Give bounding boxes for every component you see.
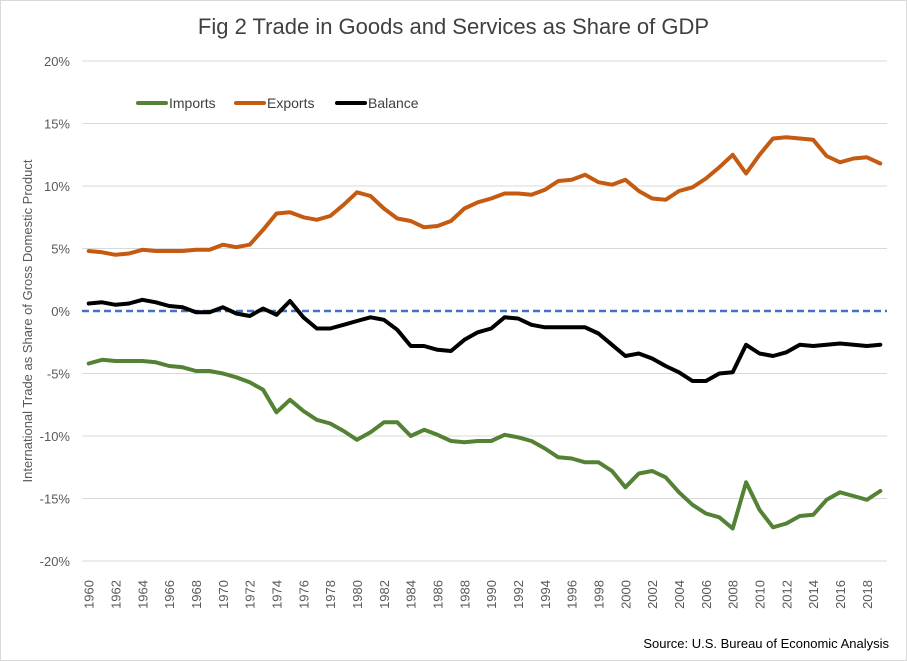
y-axis-ticks: -20% -15% -10% -5% 0% 5% 10% 15% 20% — [40, 54, 71, 569]
x-tick-label: 1984 — [404, 580, 419, 609]
x-tick-label: 1996 — [565, 580, 580, 609]
x-tick-label: 1982 — [377, 580, 392, 609]
x-tick-label: 1968 — [189, 580, 204, 609]
gridlines — [82, 60, 887, 562]
x-tick-label: 1972 — [243, 580, 258, 609]
legend-label-exports: Exports — [267, 95, 314, 111]
x-tick-label: 1974 — [270, 580, 285, 609]
x-axis-ticks: 1960 1962 1964 1966 1968 1970 1972 1974 1976 1978… — [82, 580, 875, 609]
y-tick-label: 0% — [51, 304, 70, 319]
x-tick-label: 1960 — [82, 580, 97, 609]
legend: Imports Exports Balance — [136, 95, 419, 111]
x-tick-label: 1962 — [109, 580, 124, 609]
series-line-imports — [86, 357, 883, 531]
x-tick-label: 1978 — [323, 580, 338, 609]
x-tick-label: 2006 — [699, 580, 714, 609]
y-tick-label: -5% — [47, 367, 71, 382]
x-tick-label: 2014 — [806, 580, 821, 609]
y-tick-label: 20% — [44, 54, 70, 69]
x-tick-label: 2010 — [753, 580, 768, 609]
legend-label-balance: Balance — [368, 95, 419, 111]
y-tick-label: 5% — [51, 242, 70, 257]
x-tick-label: 2016 — [833, 580, 848, 609]
chart-title: Fig 2 Trade in Goods and Services as Sha… — [197, 14, 710, 39]
x-tick-label: 1970 — [216, 580, 231, 609]
source-note: Source: U.S. Bureau of Economic Analysis — [643, 636, 889, 651]
x-tick-label: 2018 — [860, 580, 875, 609]
x-tick-label: 1988 — [457, 580, 472, 609]
x-tick-label: 1976 — [296, 580, 311, 609]
x-tick-label: 1980 — [350, 580, 365, 609]
x-tick-label: 1966 — [162, 580, 177, 609]
x-tick-label: 1986 — [431, 580, 446, 609]
x-tick-label: 2008 — [726, 580, 741, 609]
series-lines — [86, 135, 883, 531]
legend-label-imports: Imports — [169, 95, 216, 111]
x-tick-label: 2000 — [618, 580, 633, 609]
y-tick-label: -20% — [40, 554, 71, 569]
x-tick-label: 2012 — [779, 580, 794, 609]
x-tick-label: 2004 — [672, 580, 687, 609]
y-tick-label: -10% — [40, 429, 71, 444]
x-tick-label: 1992 — [511, 580, 526, 609]
y-tick-label: -15% — [40, 492, 71, 507]
series-line-balance — [86, 297, 883, 383]
x-tick-label: 1964 — [135, 580, 150, 609]
x-tick-label: 1994 — [538, 580, 553, 609]
x-tick-label: 2002 — [645, 580, 660, 609]
series-line-exports — [86, 135, 883, 257]
y-tick-label: 10% — [44, 179, 70, 194]
y-axis-label: International Trade as Share of Gross Do… — [20, 159, 35, 482]
x-tick-label: 1990 — [484, 580, 499, 609]
y-tick-label: 15% — [44, 117, 70, 132]
x-tick-label: 1998 — [592, 580, 607, 609]
